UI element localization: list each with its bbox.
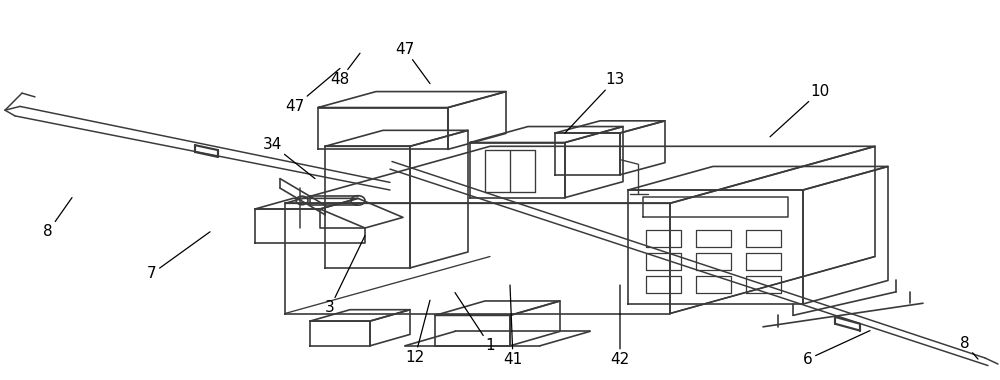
Text: 48: 48 xyxy=(330,53,360,87)
Text: 1: 1 xyxy=(455,293,495,353)
Text: 34: 34 xyxy=(262,137,315,179)
Text: 13: 13 xyxy=(565,72,625,133)
Text: 6: 6 xyxy=(803,331,870,367)
Text: 7: 7 xyxy=(147,232,210,281)
Text: 8: 8 xyxy=(960,336,978,359)
Text: 47: 47 xyxy=(285,68,340,114)
Text: 8: 8 xyxy=(43,198,72,239)
Text: 12: 12 xyxy=(405,300,430,365)
Text: 3: 3 xyxy=(325,236,365,315)
Text: 47: 47 xyxy=(395,42,430,84)
Text: 10: 10 xyxy=(770,84,830,137)
Text: 41: 41 xyxy=(503,285,523,367)
Text: 42: 42 xyxy=(610,285,630,367)
